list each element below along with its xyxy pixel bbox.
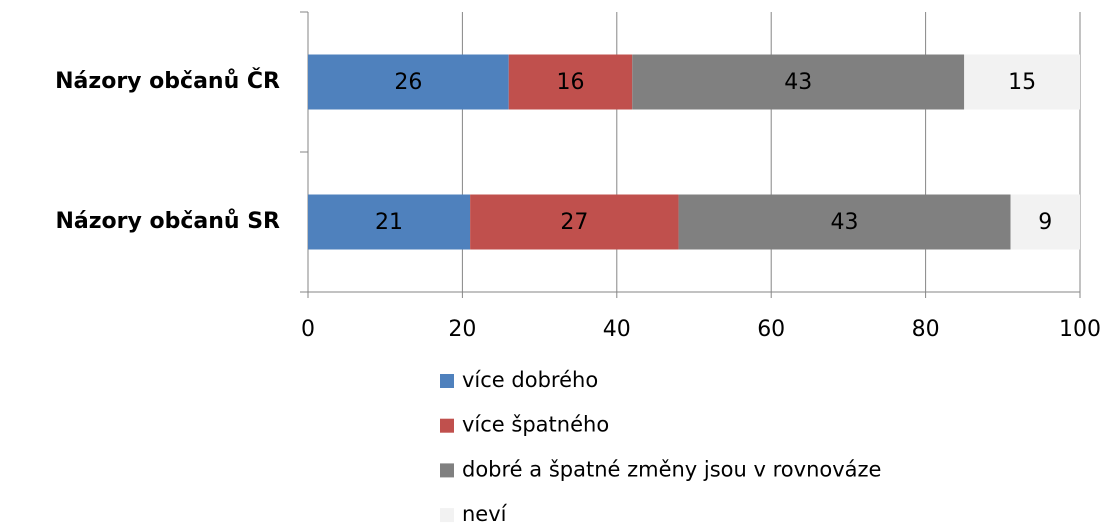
x-tick-label: 20 <box>448 317 476 342</box>
data-label: 9 <box>1038 210 1052 235</box>
legend-label: více dobrého <box>462 368 598 392</box>
bar-segment <box>964 54 1080 110</box>
legend-label: neví <box>462 502 508 525</box>
legend-label: dobré a špatné změny jsou v rovnováze <box>462 457 881 481</box>
data-label: 43 <box>831 210 859 235</box>
x-tick-label: 100 <box>1059 317 1101 342</box>
y-tick-label: Názory občanů SR <box>55 209 280 234</box>
data-label: 26 <box>394 70 422 95</box>
bar-segment <box>508 54 633 110</box>
legend-swatch <box>440 508 454 523</box>
bar-segment <box>632 54 965 110</box>
data-label: 21 <box>375 210 403 235</box>
x-tick-label: 40 <box>603 317 631 342</box>
data-label: 16 <box>556 70 584 95</box>
bar-segment <box>308 54 509 110</box>
bar-segment <box>678 194 1011 250</box>
bar-segment <box>1010 194 1080 250</box>
legend-swatch <box>440 463 454 478</box>
bar-segment <box>470 194 679 250</box>
data-label: 27 <box>560 210 588 235</box>
legend-label: více špatného <box>462 413 609 437</box>
y-tick-label: Názory občanů ČR <box>55 68 280 94</box>
data-label: 15 <box>1008 70 1036 95</box>
bar-segment <box>308 194 471 250</box>
legend-swatch <box>440 374 454 388</box>
data-label: 43 <box>784 70 812 95</box>
x-tick-label: 80 <box>912 317 940 342</box>
x-tick-label: 60 <box>757 317 785 342</box>
legend-swatch <box>440 418 454 433</box>
x-tick-label: 0 <box>301 317 315 342</box>
